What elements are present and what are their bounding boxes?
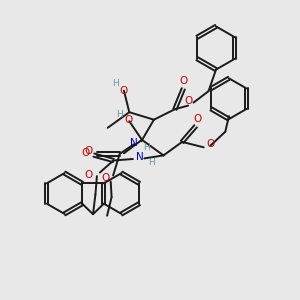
Text: O: O xyxy=(101,173,109,184)
Text: O: O xyxy=(85,146,93,157)
Text: H: H xyxy=(148,158,155,167)
Text: O: O xyxy=(84,169,93,180)
Text: O: O xyxy=(124,115,133,125)
Text: O: O xyxy=(119,85,128,96)
Text: O: O xyxy=(193,114,201,124)
Text: O: O xyxy=(179,76,188,86)
Text: O: O xyxy=(81,148,90,158)
Text: H: H xyxy=(143,143,150,152)
Text: H: H xyxy=(112,79,119,88)
Text: N: N xyxy=(130,138,138,148)
Text: H: H xyxy=(116,110,123,119)
Text: O: O xyxy=(206,139,214,149)
Text: N: N xyxy=(136,152,143,162)
Text: O: O xyxy=(184,96,192,106)
